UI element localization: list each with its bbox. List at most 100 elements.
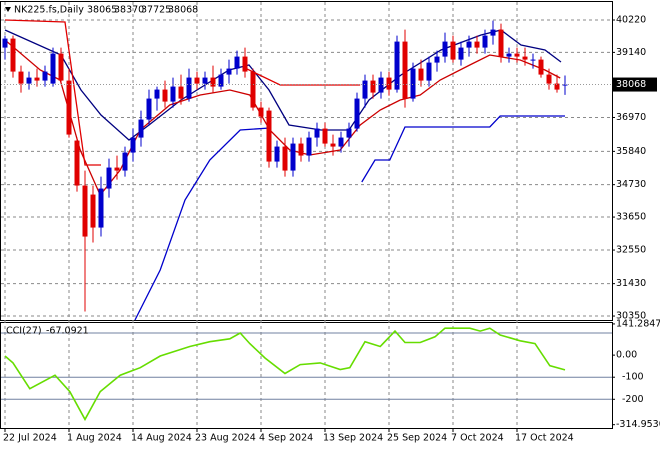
- y-tick-label: 30350: [616, 311, 646, 322]
- candle-body: [266, 110, 272, 162]
- y-tick-label: 35840: [616, 146, 646, 157]
- candle-body: [50, 53, 56, 84]
- candle-body: [202, 77, 208, 84]
- candle-body: [2, 38, 8, 48]
- candle-body: [458, 47, 464, 60]
- candle-body: [394, 41, 400, 90]
- candle-body: [434, 56, 440, 63]
- last-price-box: [613, 77, 657, 92]
- candle-body: [66, 80, 72, 135]
- cci-line: [4, 327, 566, 422]
- candle-body: [378, 77, 384, 93]
- candle-body: [474, 41, 480, 48]
- high-value: 38370: [114, 5, 144, 16]
- y-tick-label: -100: [622, 372, 644, 383]
- candle-body: [194, 77, 200, 84]
- chart-title: NK225.fs,Daily: [14, 5, 84, 16]
- candle-body: [442, 41, 448, 57]
- y-tick-label: 40220: [616, 14, 646, 25]
- candle-body: [282, 146, 288, 171]
- candle-body: [34, 77, 40, 81]
- candle-body: [186, 77, 192, 99]
- candle-body: [482, 35, 488, 48]
- candle-body: [90, 194, 96, 228]
- candle-body: [74, 140, 80, 186]
- y-tick-label: -200: [622, 394, 644, 405]
- open-value: 38065: [87, 5, 117, 16]
- candle-body: [490, 29, 496, 36]
- candle-body: [10, 38, 16, 72]
- y-tick-label: 32550: [616, 245, 646, 256]
- cci-name: CCI(27): [6, 326, 42, 337]
- y-tick-label: 31430: [616, 278, 646, 289]
- candle-body: [514, 53, 520, 57]
- last-price-label: 38068: [616, 79, 646, 90]
- candle-body: [114, 167, 120, 171]
- x-tick-label: 14 Aug 2024: [131, 433, 192, 444]
- candle-body: [546, 74, 552, 84]
- x-tick-label: 22 Jul 2024: [3, 433, 57, 444]
- y-tick-label: 33650: [616, 212, 646, 223]
- candle-body: [58, 53, 64, 81]
- candle-body: [466, 41, 472, 48]
- price-panel-frame: [0, 1, 613, 321]
- low-value: 37725: [141, 5, 171, 16]
- candle-body: [42, 71, 48, 81]
- indicator-line: [361, 115, 565, 183]
- candle-body: [82, 185, 88, 237]
- candle-body: [354, 98, 360, 129]
- candle-body: [314, 128, 320, 138]
- candle-body: [138, 119, 144, 138]
- candle-body: [554, 83, 560, 90]
- title-arrow: [5, 7, 11, 12]
- candle-body: [242, 56, 248, 72]
- y-tick-label: 141.2847: [616, 318, 660, 329]
- candle-body: [250, 71, 256, 108]
- x-tick-label: 17 Oct 2024: [515, 433, 574, 444]
- candle-body: [338, 137, 344, 147]
- y-tick-label: -314.9530: [616, 419, 660, 430]
- candle-body: [330, 143, 336, 147]
- candle-body: [210, 77, 216, 87]
- candle-body: [530, 59, 536, 61]
- candle-body: [130, 137, 136, 153]
- x-tick-label: 25 Sep 2024: [387, 433, 447, 444]
- candle-body: [226, 68, 232, 75]
- x-tick-label: 23 Aug 2024: [195, 433, 256, 444]
- y-tick-label: 36970: [616, 112, 646, 123]
- y-tick-label: 34730: [616, 179, 646, 190]
- candle-body: [386, 77, 392, 90]
- indicator-line: [4, 19, 101, 166]
- candle-body: [26, 77, 32, 84]
- candle-body: [178, 86, 184, 99]
- cci-value: -67.0921: [46, 326, 89, 337]
- candle-body: [218, 74, 224, 87]
- x-tick-label: 13 Sep 2024: [323, 433, 383, 444]
- candle-body: [18, 71, 24, 84]
- candle-body: [362, 80, 368, 99]
- indicator-line: [134, 127, 270, 321]
- candle-body: [506, 53, 512, 57]
- close-value: 38068: [168, 5, 198, 16]
- candle-body: [418, 68, 424, 81]
- candle-body: [370, 80, 376, 93]
- candle-body: [258, 107, 264, 117]
- candle-body: [306, 137, 312, 156]
- candle-body: [298, 143, 304, 156]
- candle-body: [106, 167, 112, 189]
- cci-panel-frame: [0, 322, 613, 429]
- candle-body: [538, 59, 544, 75]
- candle-body: [154, 89, 160, 99]
- y-tick-label: 39140: [616, 47, 646, 58]
- candle-body: [146, 98, 152, 120]
- candle-body: [290, 143, 296, 171]
- candle-body: [170, 86, 176, 102]
- x-tick-label: 1 Aug 2024: [67, 433, 122, 444]
- x-tick-label: 7 Oct 2024: [451, 433, 504, 444]
- candle-body: [426, 62, 432, 81]
- candle-body: [346, 128, 352, 138]
- header: NK225.fs,Daily 38065 38370 37725 38068 C…: [5, 5, 198, 337]
- candle-body: [274, 146, 280, 162]
- candle-body: [522, 56, 528, 60]
